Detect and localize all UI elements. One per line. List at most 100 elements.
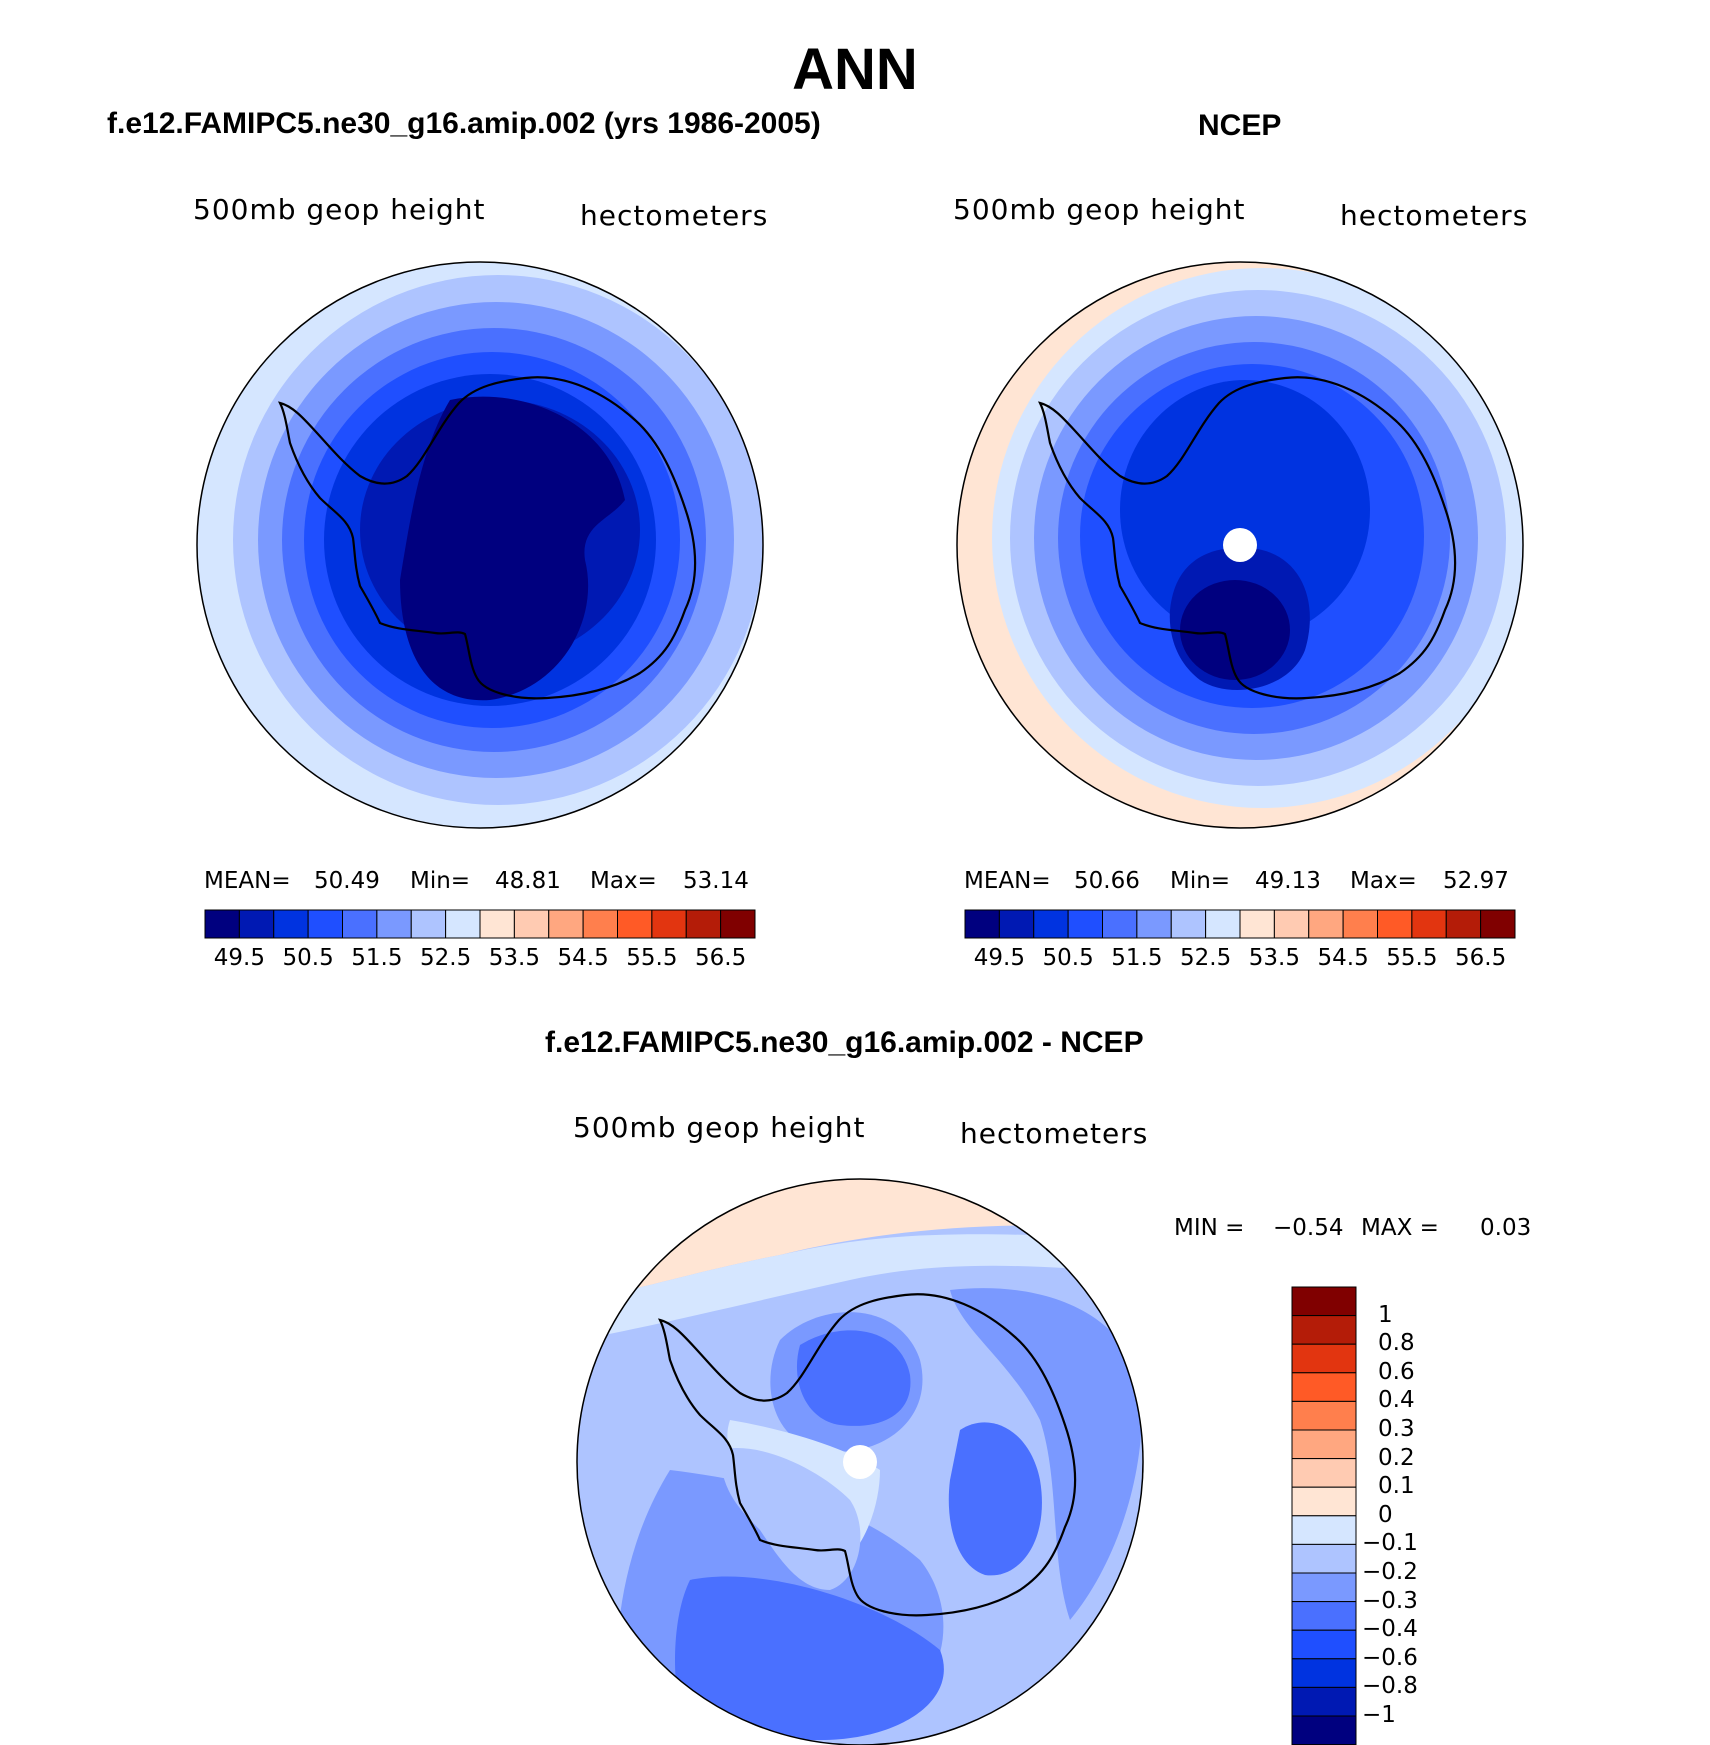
colorbar-tick-label: −0.3	[1362, 1587, 1418, 1614]
colorbar-swatch	[1291, 1286, 1357, 1317]
map-panel-2	[956, 261, 1524, 829]
colorbar-tick-label: 49.5	[213, 945, 265, 971]
colorbar-swatch	[1291, 1572, 1357, 1603]
colorbar-swatch	[1291, 1629, 1357, 1660]
colorbar-swatch	[685, 909, 722, 939]
panel-2-mean-label: MEAN=	[964, 868, 1051, 894]
colorbar-tick-label: 0.6	[1378, 1358, 1415, 1385]
colorbar-panel-1	[204, 909, 756, 939]
colorbar-swatch	[651, 909, 687, 939]
colorbar-swatch	[964, 909, 1000, 939]
colorbar-swatch	[1411, 909, 1447, 939]
colorbar-swatch	[1291, 1686, 1357, 1717]
colorbar-swatch	[1291, 1458, 1357, 1488]
colorbar-swatch	[617, 909, 653, 939]
panel-3-variable-label: 500mb geop height	[573, 1111, 866, 1144]
panel-3-units-label: hectometers	[960, 1117, 1149, 1150]
colorbar-swatch	[513, 909, 550, 939]
colorbar-tick-label: −1	[1362, 1702, 1396, 1728]
colorbar-swatch	[307, 909, 343, 939]
colorbar-swatch	[1067, 909, 1103, 939]
panel-1-max-label: Max=	[590, 868, 657, 894]
colorbar-tick-label: −0.4	[1362, 1616, 1418, 1643]
panel-1-variable-label: 500mb geop height	[193, 193, 486, 226]
panel-2-units-label: hectometers	[1340, 199, 1529, 232]
map-panel-3	[576, 1178, 1144, 1745]
colorbar-swatch	[410, 909, 447, 939]
colorbar-panel-2	[964, 909, 1516, 939]
colorbar-tick-label: 0.2	[1378, 1444, 1415, 1471]
colorbar-tick-label: 55.5	[1386, 945, 1438, 971]
panel-1-mean-value: 50.49	[314, 868, 380, 894]
colorbar-swatch	[1102, 909, 1138, 939]
colorbar-swatch	[1170, 909, 1207, 939]
colorbar-tick-label: 49.5	[973, 945, 1025, 971]
panel-1-units-label: hectometers	[580, 199, 769, 232]
colorbar-tick-label: 56.5	[1455, 945, 1507, 971]
colorbar-tick-label: 0.8	[1378, 1330, 1415, 1357]
panel-3-min-value: −0.54	[1273, 1215, 1344, 1241]
colorbar-tick-label: 0.1	[1378, 1473, 1415, 1500]
panel-3-case-title: f.e12.FAMIPC5.ne30_g16.amip.002 - NCEP	[545, 1026, 1144, 1059]
colorbar-swatch	[1445, 909, 1482, 939]
colorbar-swatch	[1291, 1601, 1357, 1631]
colorbar-swatch	[1291, 1515, 1357, 1545]
colorbar-swatch	[1273, 909, 1310, 939]
panel-3-max-value: 0.03	[1480, 1215, 1532, 1241]
colorbar-swatch	[1291, 1658, 1357, 1688]
panel-1-case-title: f.e12.FAMIPC5.ne30_g16.amip.002 (yrs 198…	[107, 107, 821, 140]
colorbar-tick-label: 55.5	[626, 945, 678, 971]
colorbar-swatch	[582, 909, 618, 939]
colorbar-tick-label: 54.5	[1317, 945, 1369, 971]
colorbar-swatch	[1342, 909, 1378, 939]
colorbar-swatch	[273, 909, 309, 939]
colorbar-swatch	[445, 909, 481, 939]
colorbar-swatch	[204, 909, 240, 939]
colorbar-swatch	[342, 909, 378, 939]
colorbar-tick-label: 51.5	[351, 945, 403, 971]
colorbar-tick-label: 0.4	[1378, 1387, 1415, 1414]
colorbar-tick-label: −0.6	[1362, 1644, 1418, 1671]
colorbar-tick-label: −0.1	[1362, 1530, 1418, 1557]
colorbar-tick-label: 1	[1378, 1301, 1393, 1328]
colorbar-swatch	[1291, 1315, 1357, 1345]
colorbar-tick-label: 53.5	[1248, 945, 1300, 971]
map-panel-1	[196, 261, 764, 829]
colorbar-swatch	[238, 909, 275, 939]
colorbar-swatch	[1480, 909, 1516, 939]
colorbar-tick-label: −0.2	[1362, 1559, 1418, 1585]
colorbar-swatch	[1291, 1400, 1357, 1431]
colorbar-swatch	[1033, 909, 1069, 939]
figure-title: ANN	[792, 37, 918, 102]
panel-2-min-value: 49.13	[1255, 868, 1321, 894]
panel-1-min-value: 48.81	[495, 868, 561, 894]
colorbar-tick-label: 50.5	[1042, 945, 1094, 971]
colorbar-tick-label: −0.8	[1362, 1673, 1418, 1700]
panel-1-mean-label: MEAN=	[204, 868, 291, 894]
panel-2-mean-value: 50.66	[1074, 868, 1140, 894]
panel-2-max-value: 52.97	[1443, 868, 1509, 894]
colorbar-swatch	[998, 909, 1035, 939]
colorbar-swatch	[1308, 909, 1344, 939]
colorbar-swatch	[1291, 1429, 1357, 1460]
colorbar-tick-label: 0	[1378, 1501, 1393, 1528]
colorbar-swatch	[720, 909, 756, 939]
colorbar-swatch	[1291, 1486, 1357, 1517]
colorbar-tick-label: 54.5	[557, 945, 609, 971]
colorbar-tick-label: 53.5	[488, 945, 540, 971]
panel-1-max-value: 53.14	[683, 868, 749, 894]
colorbar-difference	[1291, 1286, 1357, 1745]
colorbar-tick-label: 51.5	[1111, 945, 1163, 971]
colorbar-swatch	[548, 909, 584, 939]
panel-2-max-label: Max=	[1350, 868, 1417, 894]
colorbar-swatch	[1291, 1372, 1357, 1402]
colorbar-swatch	[376, 909, 412, 939]
panel-2-variable-label: 500mb geop height	[953, 193, 1246, 226]
colorbar-swatch	[479, 909, 515, 939]
colorbar-tick-label: 52.5	[1180, 945, 1232, 971]
colorbar-swatch	[1136, 909, 1172, 939]
colorbar-swatch	[1291, 1343, 1357, 1374]
colorbar-swatch	[1205, 909, 1241, 939]
colorbar-tick-label: 0.3	[1378, 1416, 1415, 1442]
